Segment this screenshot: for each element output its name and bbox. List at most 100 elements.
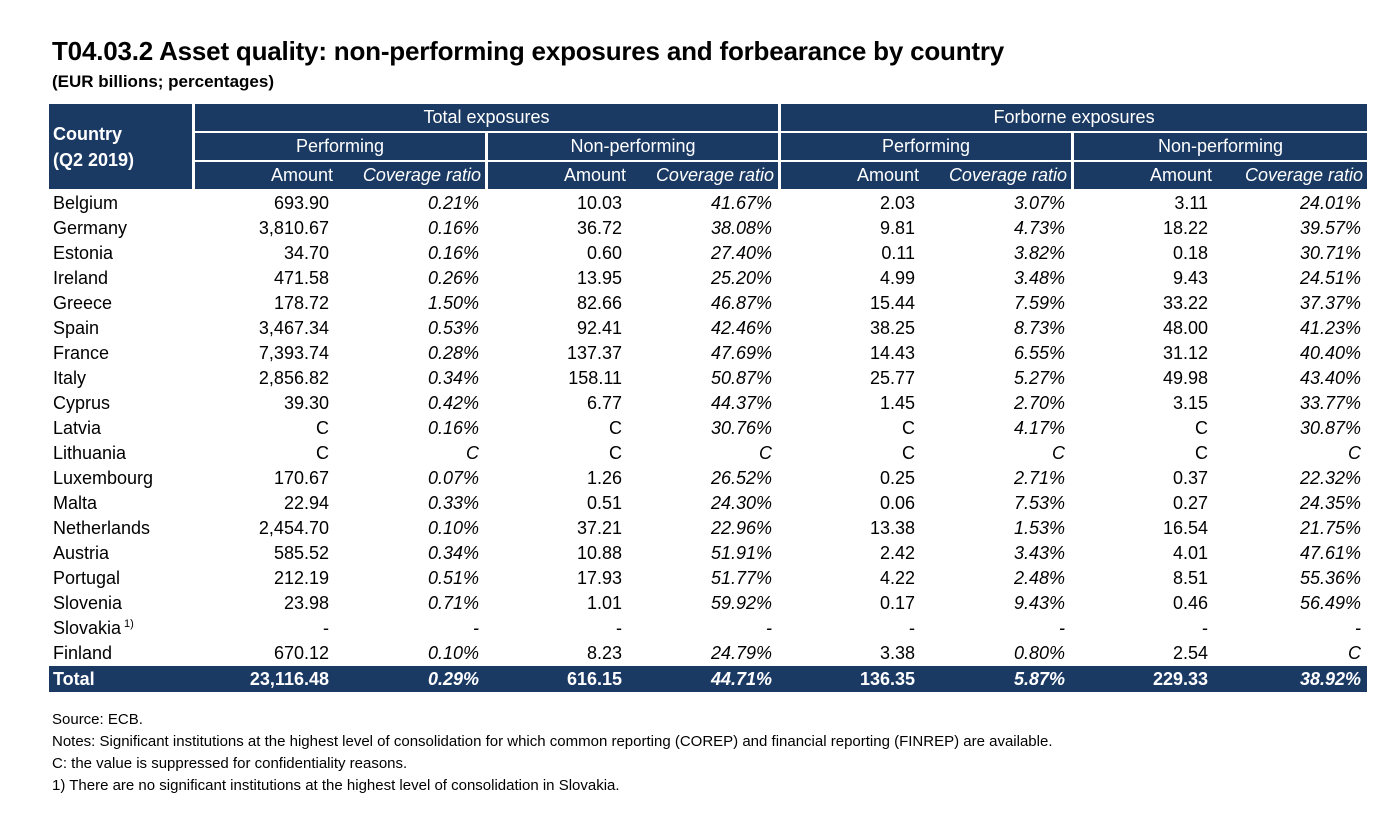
table-cell: 37.21 bbox=[576, 518, 622, 538]
table-cell: 82.66 bbox=[576, 293, 622, 313]
table-cell: 25.20% bbox=[710, 268, 773, 288]
table-row: Germany 3,810.67 0.16% 36.72 38.08% 9.81 4.73%… bbox=[49, 216, 1367, 241]
table-cell: 7.59% bbox=[1013, 293, 1066, 313]
table-cell: 0.07% bbox=[427, 468, 479, 488]
table-cell: 2.71% bbox=[1013, 468, 1066, 488]
table-cell: 47.69% bbox=[710, 343, 773, 363]
table-cell: C bbox=[609, 443, 622, 463]
country-name-cell: Estonia bbox=[49, 241, 192, 266]
country-name: Finland bbox=[53, 643, 113, 663]
table-cell: 92.41 bbox=[576, 318, 622, 338]
table-cell: 10.03 bbox=[576, 193, 622, 213]
column-header-amount: Amount bbox=[778, 162, 926, 191]
table-row: Slovenia 23.98 0.71% 1.01 59.92% 0.17 9.43% 0.4… bbox=[49, 591, 1367, 616]
table-cell: 50.87% bbox=[710, 368, 773, 388]
table-cell: 16.54 bbox=[1162, 518, 1209, 538]
table-cell: 30.87% bbox=[1299, 418, 1362, 438]
table-cell: 31.12 bbox=[1162, 343, 1209, 363]
country-name-cell: Austria bbox=[49, 541, 192, 566]
table-cell: 33.22 bbox=[1162, 293, 1209, 313]
table-row: Portugal 212.19 0.51% 17.93 51.77% 4.22 2.48% 8… bbox=[49, 566, 1367, 591]
asset-quality-table: Country (Q2 2019) Total exposures Forbor… bbox=[49, 104, 1368, 692]
table-cell: 3,467.34 bbox=[258, 318, 329, 338]
table-cell: C bbox=[1348, 443, 1362, 463]
column-header-amount: Amount bbox=[485, 162, 632, 191]
table-row: Spain 3,467.34 0.53% 92.41 42.46% 38.25 8.73% 4… bbox=[49, 316, 1367, 341]
table-cell: 3.43% bbox=[1013, 543, 1066, 563]
table-cell: 1.01 bbox=[586, 593, 622, 613]
table-row: Belgium 693.90 0.21% 10.03 41.67% 2.03 3.07% 3.… bbox=[49, 191, 1367, 216]
table-cell: 170.67 bbox=[273, 468, 329, 488]
country-name: Malta bbox=[53, 493, 98, 513]
table-cell: - bbox=[323, 618, 329, 638]
column-header-amount: Amount bbox=[1071, 162, 1219, 191]
table-cell: 0.17 bbox=[879, 593, 916, 613]
table-cell: 40.40% bbox=[1299, 343, 1362, 363]
table-cell: C bbox=[1195, 418, 1209, 438]
table-cell: C bbox=[1348, 643, 1362, 663]
table-cell: 585.52 bbox=[273, 543, 329, 563]
table-cell: 34.70 bbox=[283, 243, 329, 263]
source-note: Source: ECB. bbox=[52, 711, 143, 728]
table-cell: 1.53% bbox=[1013, 518, 1066, 538]
country-name-cell: Italy bbox=[49, 366, 192, 391]
confidentiality-note: C: the value is suppressed for confident… bbox=[52, 755, 408, 772]
country-name-cell: Latvia bbox=[49, 416, 192, 441]
table-cell: 39.30 bbox=[283, 393, 329, 413]
table-cell: - bbox=[1355, 618, 1362, 638]
table-row: Finland 670.12 0.10% 8.23 24.79% 3.38 0.80% 2.5… bbox=[49, 641, 1367, 666]
table-cell: 3.15 bbox=[1172, 393, 1209, 413]
table-cell: 42.46% bbox=[710, 318, 773, 338]
total-row: Total 23,116.48 0.29% 616.15 44.71% 136.… bbox=[49, 666, 1368, 692]
country-name-cell: Lithuania bbox=[49, 441, 192, 466]
table-cell: 5.87% bbox=[925, 666, 1072, 692]
country-name: Cyprus bbox=[53, 393, 111, 413]
table-cell: 44.37% bbox=[710, 393, 773, 413]
table-cell: 41.67% bbox=[710, 193, 773, 213]
table-cell: 0.16% bbox=[427, 243, 479, 263]
table-cell: C bbox=[1195, 443, 1209, 463]
table-cell: 1.26 bbox=[586, 468, 622, 488]
table-cell: 33.77% bbox=[1299, 393, 1362, 413]
table-cell: 51.91% bbox=[710, 543, 773, 563]
table-cell: 2.70% bbox=[1013, 393, 1066, 413]
footnote-1: 1) There are no significant institutions… bbox=[52, 777, 620, 794]
table-row: Greece 178.72 1.50% 82.66 46.87% 15.44 7.59% 33… bbox=[49, 291, 1367, 316]
table-cell: 43.40% bbox=[1299, 368, 1362, 388]
table-row: Malta 22.94 0.33% 0.51 24.30% 0.06 7.53% 0.27 24… bbox=[49, 491, 1367, 516]
subgroup-header-total-nonperforming: Non-performing bbox=[485, 133, 779, 162]
table-cell: 0.51 bbox=[586, 493, 622, 513]
table-cell: 0.53% bbox=[427, 318, 479, 338]
country-name: Greece bbox=[53, 293, 113, 313]
country-name-cell: Netherlands bbox=[49, 516, 192, 541]
table-cell: 22.32% bbox=[1299, 468, 1362, 488]
table-row: Lithuania C C C C C C C C bbox=[49, 441, 1367, 466]
table-cell: 24.35% bbox=[1299, 493, 1362, 513]
table-cell: 0.06 bbox=[879, 493, 916, 513]
column-header-coverage-ratio: Coverage ratio bbox=[1218, 162, 1368, 191]
table-cell: 0.25 bbox=[879, 468, 916, 488]
table-cell: 0.16% bbox=[427, 418, 479, 438]
table-cell: 38.08% bbox=[710, 218, 773, 238]
table-header: Country (Q2 2019) Total exposures Forbor… bbox=[49, 104, 1368, 191]
table-cell: 10.88 bbox=[576, 543, 622, 563]
table-body: Belgium 693.90 0.21% 10.03 41.67% 2.03 3.07% 3.… bbox=[49, 191, 1367, 666]
table-cell: 0.42% bbox=[427, 393, 479, 413]
table-row: Luxembourg 170.67 0.07% 1.26 26.52% 0.25 2.71%… bbox=[49, 466, 1367, 491]
table-cell: 178.72 bbox=[273, 293, 329, 313]
table-cell: 3.82% bbox=[1013, 243, 1066, 263]
table-subtitle: (EUR billions; percentages) bbox=[52, 72, 274, 91]
table-notes: Source: ECB. Notes: Significant institut… bbox=[52, 709, 1052, 797]
country-name: Germany bbox=[53, 218, 128, 238]
country-header-period: (Q2 2019) bbox=[53, 149, 135, 170]
table-cell: 41.23% bbox=[1299, 318, 1362, 338]
table-cell: 2.48% bbox=[1013, 568, 1066, 588]
table-cell: - bbox=[473, 618, 479, 638]
table-cell: 4.73% bbox=[1013, 218, 1066, 238]
table-cell: 471.58 bbox=[273, 268, 329, 288]
table-cell: 30.71% bbox=[1299, 243, 1362, 263]
table-cell: 6.77 bbox=[586, 393, 622, 413]
table-title: T04.03.2 Asset quality: non-performing e… bbox=[52, 36, 1005, 66]
table-cell: 24.30% bbox=[710, 493, 773, 513]
table-cell: 4.17% bbox=[1013, 418, 1066, 438]
